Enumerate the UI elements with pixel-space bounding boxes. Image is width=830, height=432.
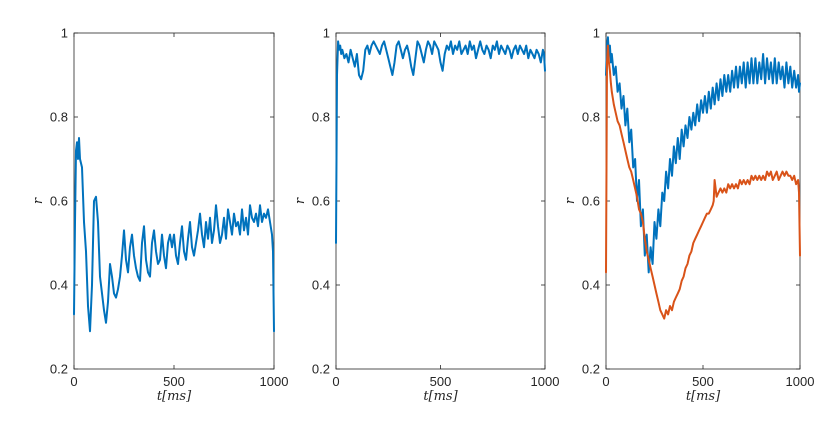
y-tick-label: 1 (593, 26, 600, 41)
chart-panel-2: 0.2 0.4 0.6 0.8 1 0 500 1000 t[ms] r (293, 26, 559, 405)
chart-panel-3: 0.2 0.4 0.6 0.8 1 0 500 1000 t[ms] r (563, 26, 814, 405)
plot-frame (73, 32, 275, 370)
x-axis-label: t[ms] (423, 389, 458, 404)
series-line-1 (605, 36, 801, 274)
plot-frame (605, 32, 801, 370)
y-tick-label: 0.4 (312, 278, 330, 293)
chart-panel-1: 0.2 0.4 0.6 0.8 1 0 500 1000 t[ms] r (31, 26, 288, 405)
y-tick-label: 0.2 (50, 362, 68, 377)
series-line-2 (605, 44, 801, 320)
y-tick-label: 0.6 (312, 194, 330, 209)
x-tick-label: 1000 (260, 374, 289, 389)
y-axis-label: r (563, 197, 578, 204)
y-tick-label: 1 (61, 26, 68, 41)
x-tick-label: 0 (70, 374, 77, 389)
x-tick-label: 0 (332, 374, 339, 389)
y-tick-label: 0.2 (312, 362, 330, 377)
x-tick-label: 500 (692, 374, 714, 389)
x-axis-label: t[ms] (157, 389, 192, 404)
y-axis-label: r (31, 197, 46, 204)
y-tick-label: 0.6 (50, 194, 68, 209)
x-tick-label: 0 (602, 374, 609, 389)
y-tick-label: 0.4 (582, 278, 600, 293)
x-tick-label: 1000 (531, 374, 560, 389)
y-axis-label: r (293, 197, 308, 204)
y-tick-label: 1 (323, 26, 330, 41)
x-tick-label: 500 (163, 374, 185, 389)
x-tick-label: 500 (430, 374, 452, 389)
series-line-1 (73, 137, 275, 333)
plot-frame (335, 32, 546, 370)
y-tick-label: 0.2 (582, 362, 600, 377)
y-tick-label: 0.8 (312, 110, 330, 125)
series-line-1 (335, 40, 546, 244)
y-tick-label: 0.4 (50, 278, 68, 293)
x-axis-label: t[ms] (686, 389, 721, 404)
y-tick-label: 0.6 (582, 194, 600, 209)
x-tick-label: 1000 (786, 374, 815, 389)
y-tick-label: 0.8 (50, 110, 68, 125)
y-tick-label: 0.8 (582, 110, 600, 125)
